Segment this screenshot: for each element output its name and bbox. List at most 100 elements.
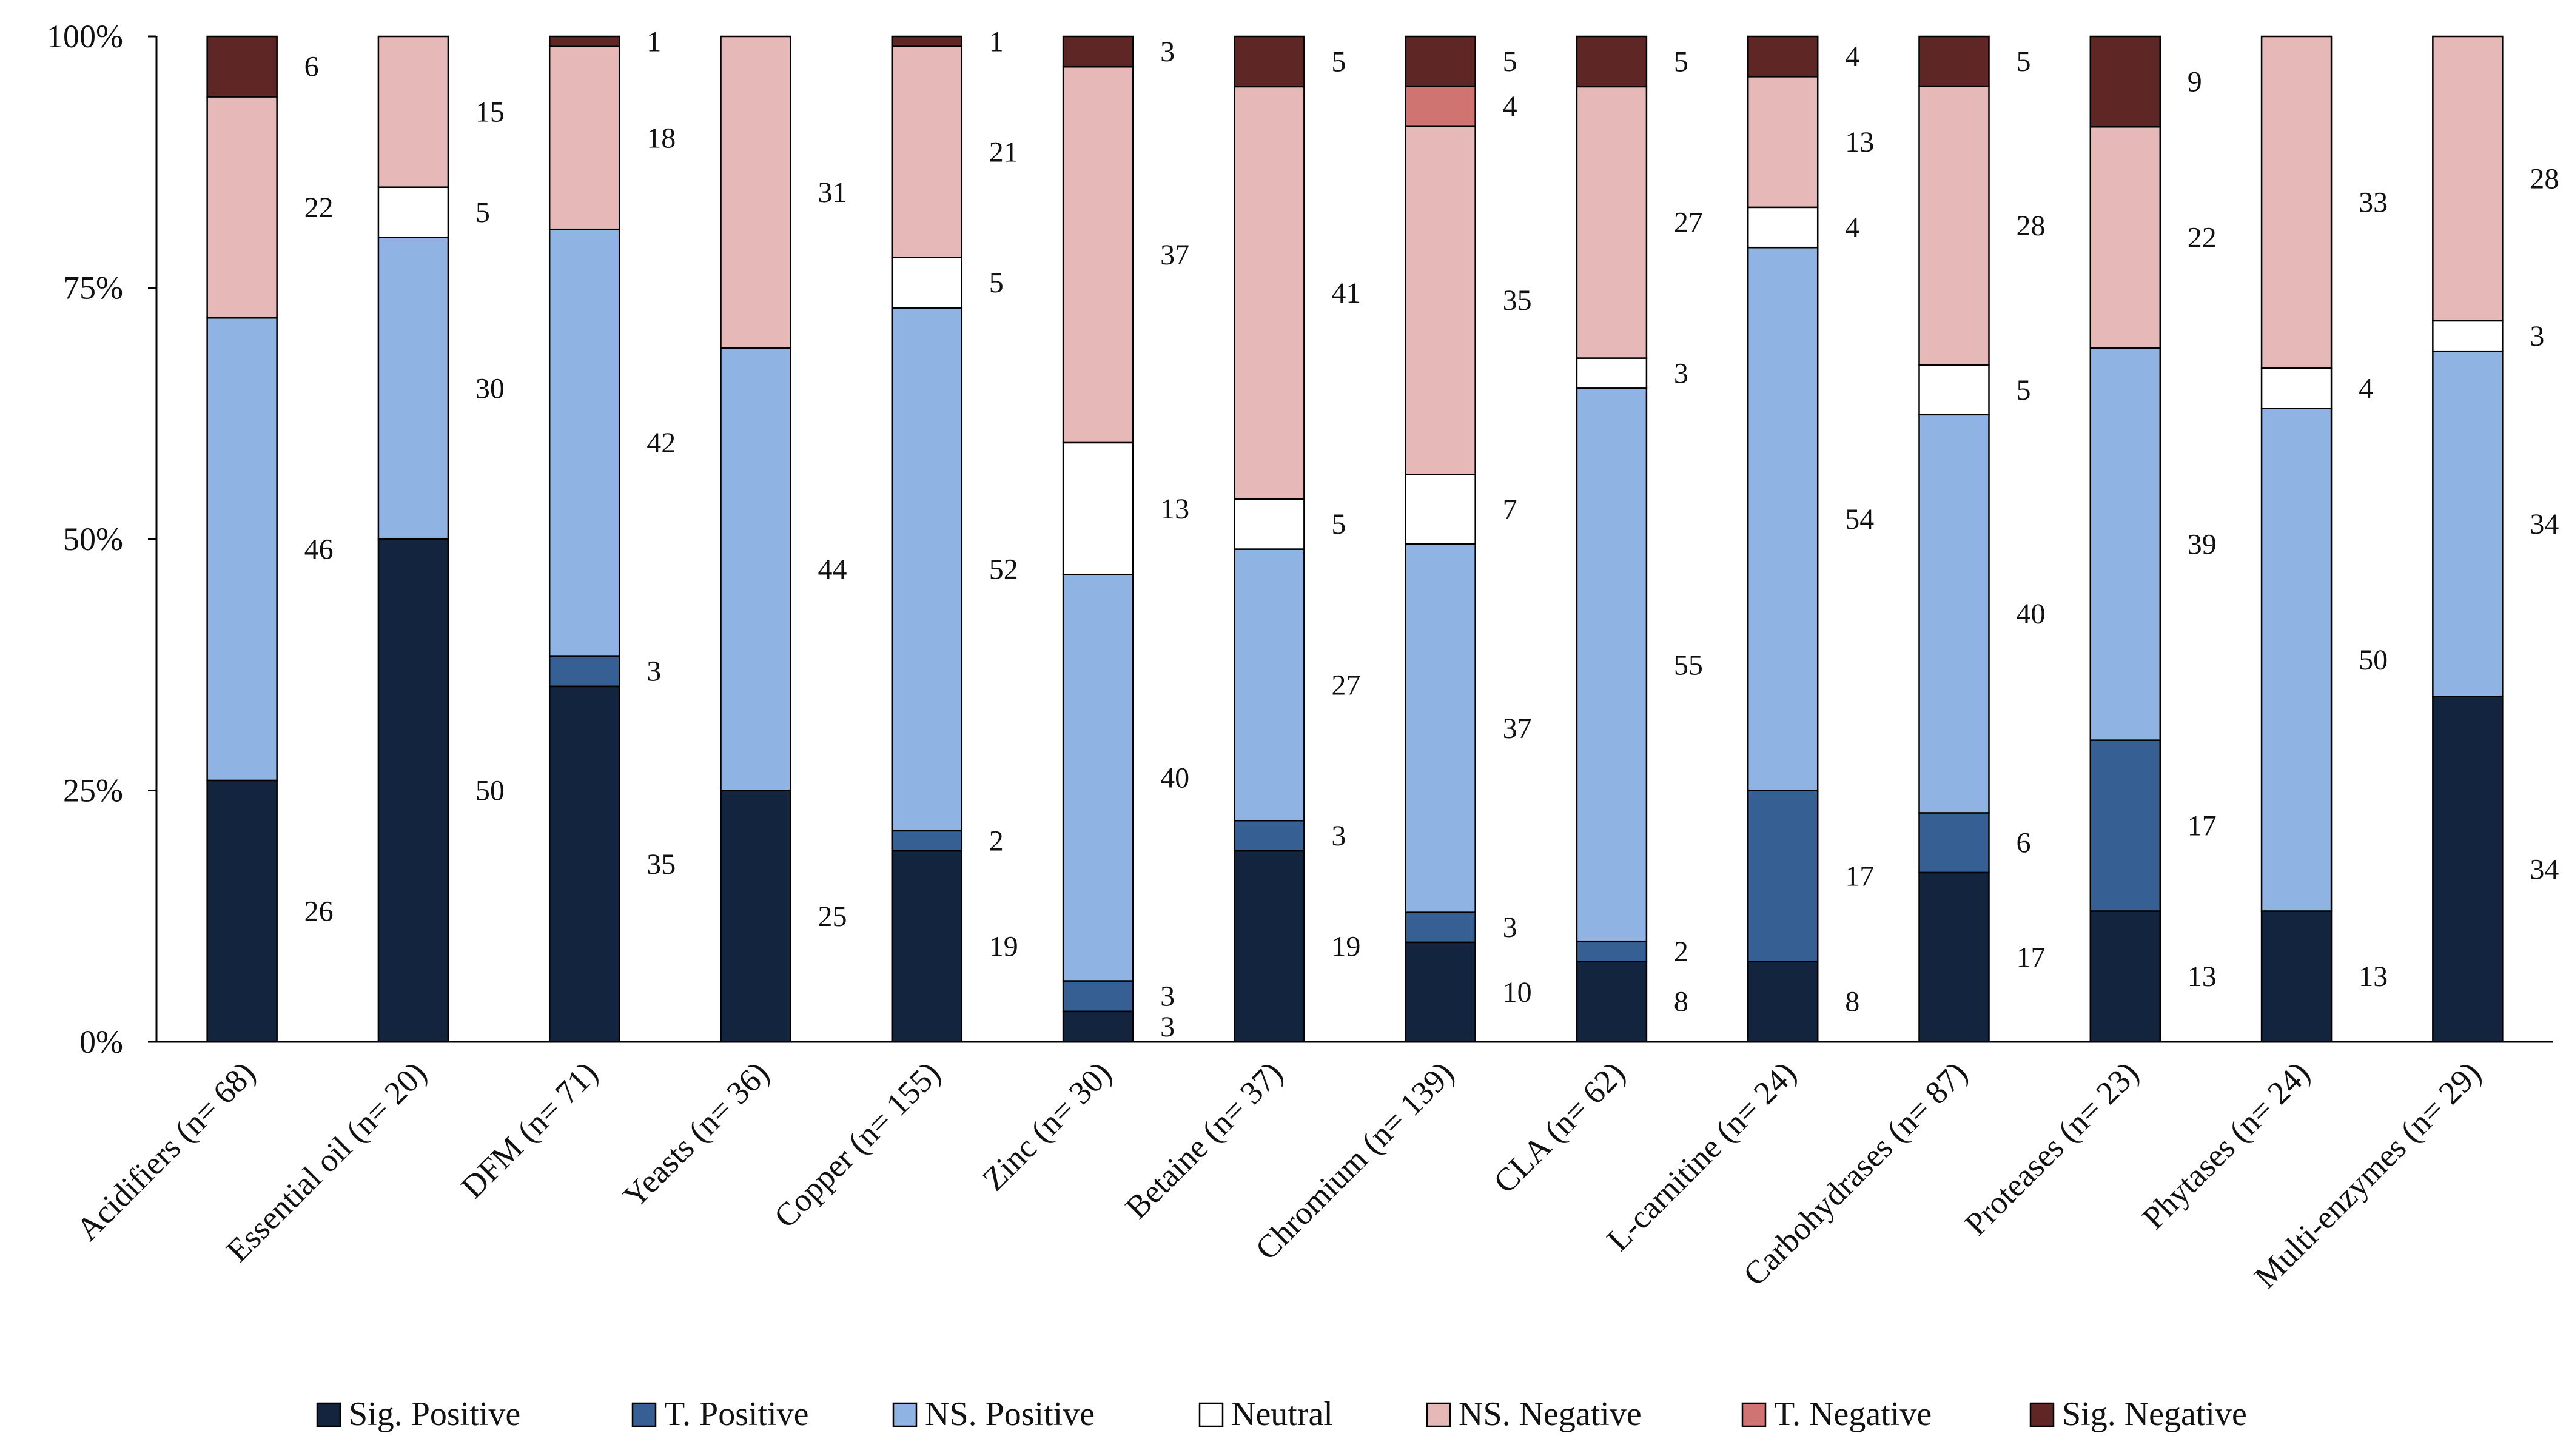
- bar-segment: [1405, 543, 1476, 913]
- data-label: 5: [1331, 45, 1346, 78]
- category-label: Acidifiers (n= 68): [69, 1055, 262, 1247]
- chart-data-labels: 2646226503051535342181254431192525211334…: [304, 25, 2559, 1043]
- bar-segment: [1918, 364, 1990, 416]
- data-label: 1: [989, 25, 1004, 58]
- data-label: 18: [647, 122, 676, 154]
- bar-segment: [2260, 408, 2333, 912]
- legend-swatch: [316, 1402, 341, 1427]
- bar-segment: [2432, 35, 2504, 322]
- bar-segment: [1062, 441, 1134, 575]
- bar-segment: [1234, 86, 1305, 500]
- bar-segment: [1747, 76, 1819, 209]
- bar-segment: [377, 538, 449, 1043]
- y-tick-label: 0%: [79, 1024, 123, 1060]
- data-label: 6: [304, 51, 319, 83]
- data-label: 17: [1845, 860, 1874, 892]
- bar-segment: [891, 35, 963, 47]
- legend-label: Sig. Negative: [2062, 1395, 2247, 1433]
- bar-segment: [2089, 347, 2161, 741]
- legend-label: T. Positive: [664, 1395, 809, 1433]
- legend-label: Neutral: [1231, 1395, 1333, 1433]
- data-label: 34: [2530, 853, 2559, 885]
- bar-segment: [2432, 350, 2504, 697]
- data-label: 2: [1674, 936, 1688, 968]
- data-label: 50: [475, 775, 505, 807]
- legend-label: NS. Positive: [925, 1395, 1095, 1433]
- data-label: 3: [1503, 911, 1517, 944]
- bar-segment: [891, 257, 963, 309]
- data-label: 5: [2017, 374, 2031, 406]
- bar-segment: [1234, 548, 1305, 822]
- bar-segment: [2260, 910, 2333, 1043]
- legend-item: Sig. Negative: [2029, 1395, 2247, 1433]
- bar-segment: [1747, 206, 1819, 249]
- bar-segment: [1234, 819, 1305, 852]
- data-label: 19: [1331, 930, 1360, 962]
- y-tick-label: 50%: [63, 521, 123, 557]
- bar-segment: [548, 228, 620, 657]
- bar-segment: [1405, 941, 1476, 1043]
- data-label: 5: [1503, 45, 1517, 78]
- data-label: 26: [304, 895, 334, 927]
- data-label: 33: [2359, 187, 2388, 219]
- data-label: 8: [1845, 986, 1859, 1018]
- bar-segment: [1918, 85, 1990, 366]
- data-label: 13: [1160, 493, 1189, 525]
- bar-segment: [1576, 961, 1648, 1043]
- data-label: 35: [647, 848, 676, 881]
- data-label: 6: [2017, 827, 2031, 859]
- y-tick-label: 75%: [63, 270, 123, 306]
- legend-item: NS. Negative: [1426, 1395, 1642, 1433]
- bar-segment: [1405, 85, 1476, 127]
- bar-segment: [1576, 35, 1648, 88]
- data-label: 41: [1331, 277, 1360, 309]
- legend-swatch: [631, 1402, 657, 1427]
- bar-segment: [891, 307, 963, 832]
- chart-legend: Sig. Positive T. Positive NS. Positive Neut…: [316, 1395, 2247, 1433]
- bar-segment: [2260, 35, 2333, 369]
- legend-item: NS. Positive: [892, 1395, 1095, 1433]
- bar-segment: [2432, 320, 2504, 352]
- data-label: 3: [1160, 981, 1175, 1013]
- bar-segment: [1747, 246, 1819, 791]
- data-label: 4: [1503, 90, 1517, 122]
- data-label: 19: [989, 930, 1018, 962]
- data-label: 28: [2530, 163, 2559, 195]
- bar-segment: [1062, 574, 1134, 982]
- bar-segment: [548, 35, 620, 47]
- data-label: 46: [304, 534, 334, 566]
- bar-segment: [2432, 696, 2504, 1043]
- data-label: 25: [818, 901, 847, 933]
- legend-label: T. Negative: [1774, 1395, 1932, 1433]
- data-label: 10: [1503, 976, 1532, 1008]
- legend-label: Sig. Positive: [349, 1395, 520, 1433]
- bar-segment: [1918, 812, 1990, 874]
- data-label: 7: [1503, 494, 1517, 526]
- data-label: 15: [475, 96, 505, 128]
- bar-segment: [2089, 126, 2161, 349]
- legend-swatch: [1198, 1402, 1224, 1427]
- data-label: 28: [2017, 210, 2046, 242]
- data-label: 44: [818, 554, 847, 586]
- bar-segment: [1747, 35, 1819, 78]
- bar-segment: [1405, 474, 1476, 545]
- data-label: 40: [2017, 598, 2046, 630]
- data-label: 4: [1845, 212, 1859, 244]
- data-label: 8: [1674, 986, 1688, 1018]
- data-label: 3: [1160, 1011, 1175, 1043]
- bar-segment: [1062, 35, 1134, 68]
- bar-segment: [1576, 387, 1648, 942]
- category-label: Phytases (n= 24): [2135, 1055, 2317, 1236]
- bar-segment: [548, 685, 620, 1043]
- bar-segment: [720, 347, 791, 791]
- bar-segment: [1918, 871, 1990, 1043]
- category-label: Betaine (n= 37): [1118, 1055, 1289, 1226]
- data-label: 13: [2188, 961, 2217, 993]
- data-label: 4: [1845, 41, 1859, 73]
- bar-segment: [720, 35, 791, 349]
- bar-segment: [2089, 739, 2161, 912]
- bar-segment: [1234, 35, 1305, 88]
- bar-segment: [377, 35, 449, 188]
- bar-segment: [206, 35, 278, 98]
- data-label: 3: [1674, 357, 1688, 389]
